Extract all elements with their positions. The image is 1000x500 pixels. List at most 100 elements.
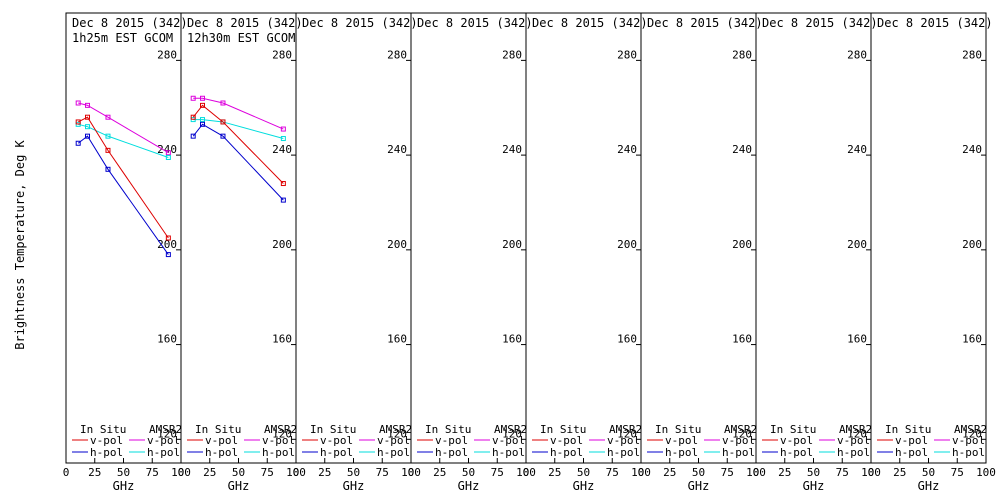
x-tick-label: 50 (807, 466, 820, 479)
y-tick-label: 200 (387, 238, 407, 251)
data-point-insitu_h (105, 166, 111, 172)
y-tick-label: 200 (847, 238, 867, 251)
data-point-insitu_v (280, 181, 286, 187)
x-tick-label: 75 (721, 466, 734, 479)
legend-in-situ: In Situ (80, 423, 126, 436)
x-axis-label: GHz (458, 479, 480, 493)
data-point-amsr2_v (85, 102, 91, 108)
legend-in-situ: In Situ (540, 423, 586, 436)
data-point-amsr2_v (280, 126, 286, 132)
series-line-insitu_h (77, 135, 169, 255)
y-tick-label: 240 (617, 143, 637, 156)
legend-amsr2: AMSR2 (954, 423, 987, 436)
x-tick-label: 0 (868, 466, 875, 479)
panel-8: Dec 8 2015 (342) 120 160 200 240 280 0 25 50 75 10… (868, 12, 996, 493)
y-tick-label: 280 (617, 48, 637, 61)
series-line-insitu_h (192, 123, 284, 201)
legend-label: v-pol (435, 434, 468, 447)
legend-label: v-pol (665, 434, 698, 447)
y-tick-label: 160 (387, 333, 407, 346)
y-tick-label: 160 (157, 333, 177, 346)
x-tick-label: 75 (491, 466, 504, 479)
x-tick-label: 25 (88, 466, 101, 479)
panel-3: Dec 8 2015 (342) 120 160 200 240 280 0 25 50 75 10… (293, 12, 421, 493)
x-tick-label: 75 (836, 466, 849, 479)
data-point-amsr2_h (165, 154, 171, 160)
legend-label: v-pol (895, 434, 928, 447)
legend-amsr2: AMSR2 (724, 423, 757, 436)
data-point-amsr2_v (165, 150, 171, 156)
data-point-amsr2_v (190, 95, 196, 101)
x-tick-label: 100 (976, 466, 996, 479)
data-point-amsr2_v (200, 95, 206, 101)
y-tick-label: 240 (502, 143, 522, 156)
panel-date: Dec 8 2015 (342) (762, 16, 878, 30)
x-tick-label: 100 (286, 466, 306, 479)
y-tick-label: 120 (387, 427, 407, 440)
legend-amsr2: AMSR2 (264, 423, 297, 436)
legend-label: h-pol (147, 446, 180, 459)
y-tick-label: 120 (157, 427, 177, 440)
legend-label: v-pol (722, 434, 755, 447)
x-tick-label: 25 (663, 466, 676, 479)
data-point-amsr2_h (280, 136, 286, 142)
y-tick-label: 240 (732, 143, 752, 156)
x-tick-label: 75 (376, 466, 389, 479)
data-point-insitu_v (190, 114, 196, 120)
data-point-amsr2_h (105, 133, 111, 139)
y-tick-label: 200 (502, 238, 522, 251)
y-tick-label: 120 (962, 427, 982, 440)
y-tick-label: 280 (387, 48, 407, 61)
legend-label: v-pol (205, 434, 238, 447)
x-tick-label: 0 (408, 466, 415, 479)
y-tick-label: 160 (732, 333, 752, 346)
series-line-amsr2_v (78, 102, 169, 154)
x-tick-label: 25 (778, 466, 791, 479)
panel-date: Dec 8 2015 (342) (877, 16, 993, 30)
y-tick-label: 280 (502, 48, 522, 61)
legend-in-situ: In Situ (195, 423, 241, 436)
legend-label: h-pol (665, 446, 698, 459)
legend-amsr2: AMSR2 (149, 423, 182, 436)
data-point-insitu_v (85, 114, 91, 120)
data-point-amsr2_v (105, 114, 111, 120)
data-point-insitu_h (85, 133, 91, 139)
x-axis-label: GHz (918, 479, 940, 493)
data-point-insitu_h (200, 121, 206, 127)
x-axis-label: GHz (573, 479, 595, 493)
legend-label: v-pol (262, 434, 295, 447)
legend-label: h-pol (205, 446, 238, 459)
data-point-amsr2_h (200, 117, 206, 123)
legend-label: v-pol (90, 434, 123, 447)
legend-amsr2: AMSR2 (609, 423, 642, 436)
legend-label: h-pol (780, 446, 813, 459)
legend-label: v-pol (607, 434, 640, 447)
legend-label: h-pol (90, 446, 123, 459)
y-tick-label: 200 (157, 238, 177, 251)
data-point-insitu_h (280, 197, 286, 203)
panel-6: Dec 8 2015 (342) 120 160 200 240 280 0 25 50 75 10… (638, 12, 766, 493)
legend-in-situ: In Situ (770, 423, 816, 436)
y-tick-label: 240 (387, 143, 407, 156)
x-axis-label: GHz (803, 479, 825, 493)
legend-label: h-pol (377, 446, 410, 459)
legend-in-situ: In Situ (310, 423, 356, 436)
data-point-amsr2_h (85, 124, 91, 130)
x-tick-label: 50 (117, 466, 130, 479)
x-tick-label: 50 (577, 466, 590, 479)
y-tick-label: 280 (732, 48, 752, 61)
legend-label: h-pol (435, 446, 468, 459)
panel-7: Dec 8 2015 (342) 120 160 200 240 280 0 25 50 75 10… (753, 12, 881, 493)
y-tick-label: 160 (962, 333, 982, 346)
legend-amsr2: AMSR2 (839, 423, 872, 436)
y-tick-label: 160 (847, 333, 867, 346)
x-axis-label: GHz (343, 479, 365, 493)
y-tick-label: 120 (502, 427, 522, 440)
legend-amsr2: AMSR2 (379, 423, 412, 436)
x-axis-label: GHz (228, 479, 250, 493)
